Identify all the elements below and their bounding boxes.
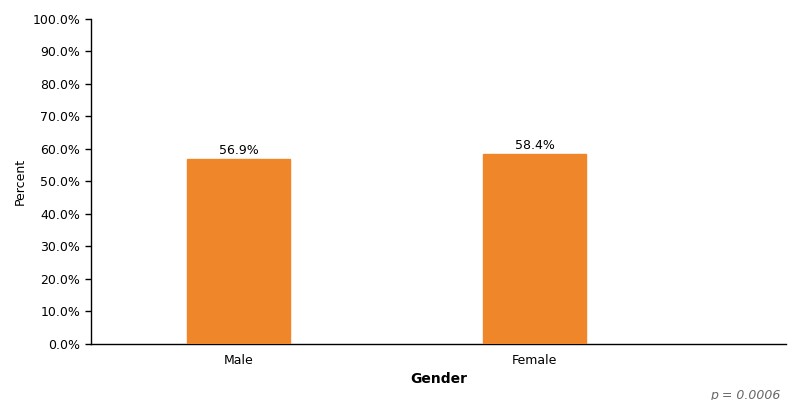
Bar xyxy=(483,154,586,344)
X-axis label: Gender: Gender xyxy=(410,372,467,386)
Bar xyxy=(187,159,290,344)
Y-axis label: Percent: Percent xyxy=(14,158,27,205)
Text: 58.4%: 58.4% xyxy=(514,140,554,152)
Text: 56.9%: 56.9% xyxy=(219,144,258,157)
Text: p = 0.0006: p = 0.0006 xyxy=(710,389,780,400)
